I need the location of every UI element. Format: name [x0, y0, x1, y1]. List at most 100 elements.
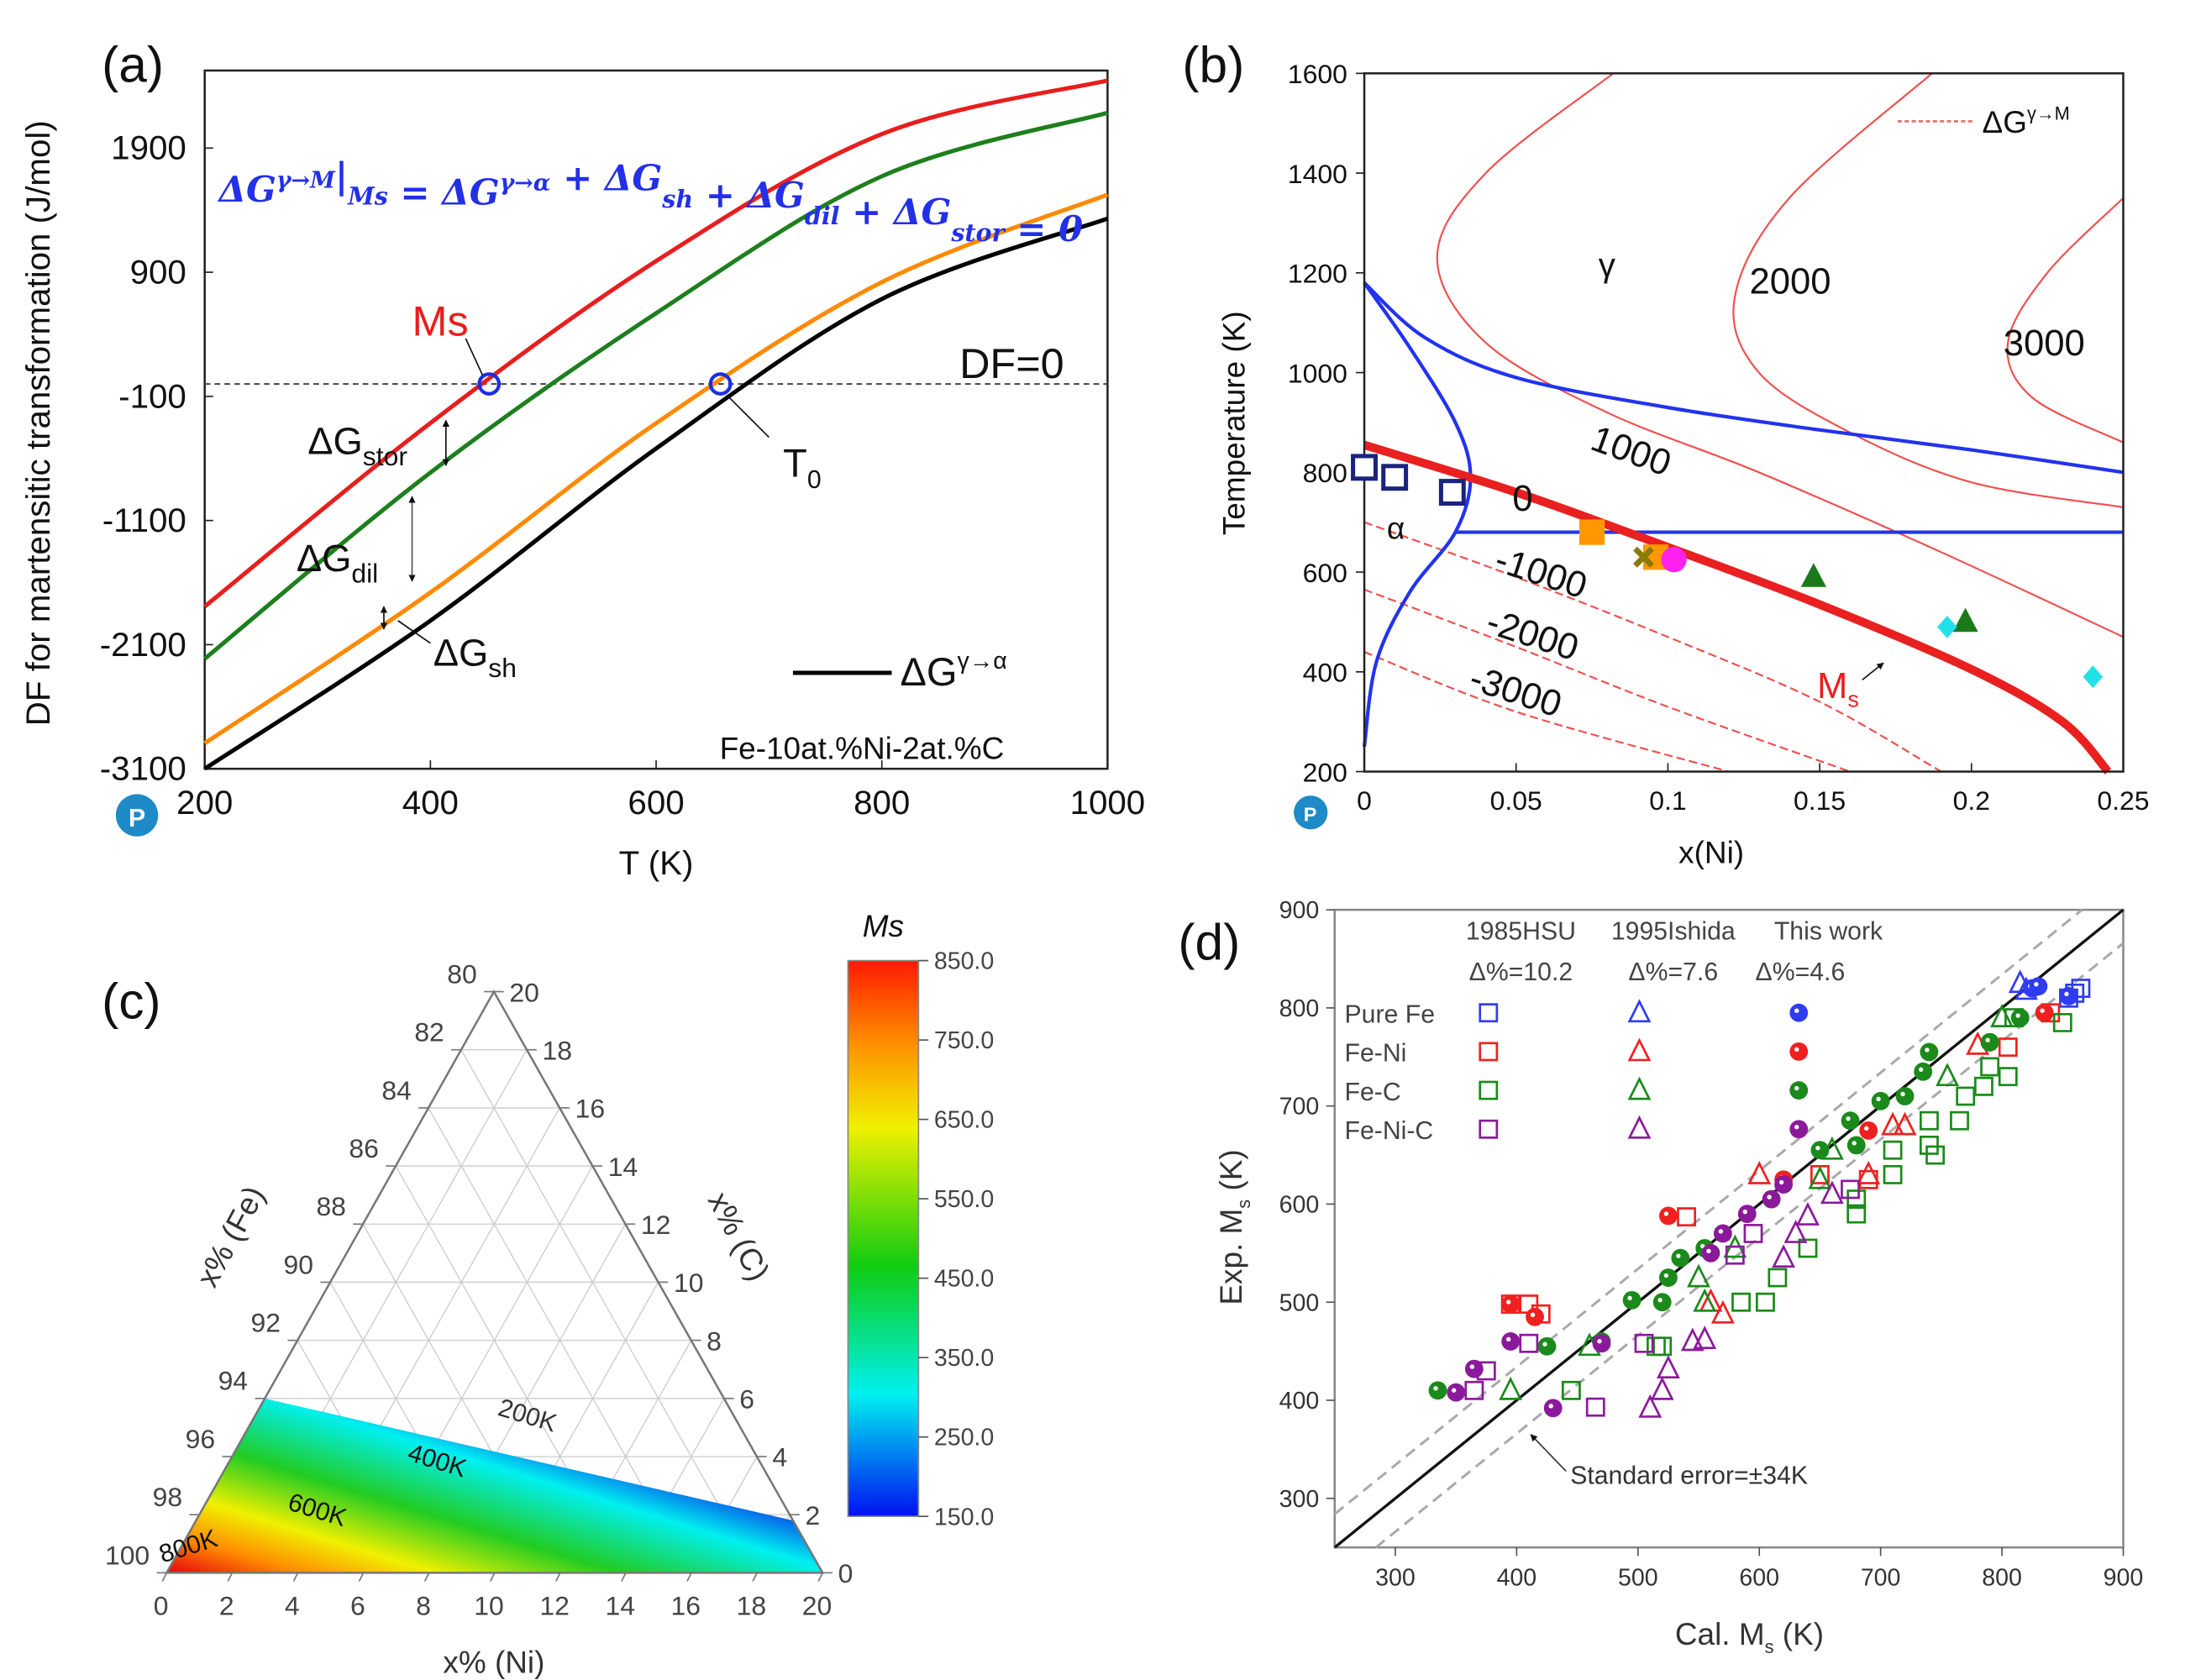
- y-tick-label: 500: [1279, 1289, 1320, 1316]
- legend-marker: [1479, 1003, 1499, 1023]
- point-fe-ni-c: [1464, 1380, 1484, 1400]
- point-fe-c-highlight: [2015, 1013, 2020, 1018]
- point-pure-fe: [2029, 977, 2048, 996]
- point-fe-ni-c-highlight: [1597, 1339, 1602, 1344]
- legend-marker: [1627, 1076, 1652, 1100]
- point-fe-c: [1808, 1165, 1832, 1189]
- point-fe-c: [1956, 1086, 1976, 1106]
- contour-label-1000: 1000: [1586, 417, 1677, 484]
- y-title-unit: (K): [1214, 1149, 1248, 1200]
- colorbar-tick-label: 850.0: [934, 948, 994, 975]
- contour-line--3000: [1363, 651, 1729, 773]
- watermark-logo-icon: P: [115, 794, 159, 837]
- c-tick-label: 10: [674, 1268, 703, 1298]
- standard-error-label: Standard error=±34K: [1570, 1462, 1808, 1490]
- legend-marker-highlight: [1794, 1085, 1799, 1091]
- legend-marker: [1479, 1119, 1499, 1139]
- point-fe-c: [1798, 1238, 1818, 1258]
- ni-tick-label: 4: [285, 1591, 300, 1621]
- point-fe-ni-highlight: [1530, 1312, 1536, 1317]
- panel-label-d: (d): [1178, 913, 1240, 970]
- point-fe-ni: [1658, 1206, 1678, 1226]
- contour-label-2000: 2000: [1749, 260, 1831, 302]
- point-fe-c: [1768, 1268, 1788, 1288]
- point-diamond: [1937, 615, 1957, 638]
- equation-part: γ→M: [276, 167, 336, 193]
- ni-tick-mark: [292, 1572, 299, 1582]
- fe-tick-label: 100: [105, 1540, 150, 1570]
- fe-tick-label: 82: [414, 1017, 444, 1047]
- fe-tick-label: 92: [251, 1308, 281, 1338]
- ni-tick-mark: [227, 1572, 234, 1582]
- point-fe-c-highlight: [1542, 1341, 1547, 1347]
- point-fe-c-highlight: [1876, 1096, 1881, 1101]
- x-tick-label: 600: [1739, 1564, 1779, 1591]
- ni-tick-label: 2: [219, 1591, 234, 1621]
- y-tick-label: 600: [1303, 558, 1347, 588]
- colorbar-tick-label: 250.0: [934, 1425, 994, 1452]
- point-fe-c: [1895, 1087, 1915, 1105]
- phase-boundary-0: [1363, 281, 2124, 475]
- svg-text:P: P: [129, 805, 145, 832]
- c-tick-label: 18: [543, 1035, 572, 1065]
- equation-annotation: ΔGγ→M|Ms = ΔGγ→α + ΔGsh + ΔGdil + ΔGstor…: [217, 155, 1083, 249]
- phase-boundary-1: [1362, 281, 1473, 748]
- point-fe-ni-c: [1841, 1179, 1860, 1200]
- phase-boundaries-b: [1362, 281, 2124, 774]
- legend-marker-highlight: [1794, 1008, 1799, 1013]
- contour-label-200k: 200K: [495, 1394, 559, 1437]
- legend-column-title: 1995Ishida: [1611, 917, 1736, 945]
- point-fe-ni: [1501, 1294, 1521, 1314]
- point-fe-c: [2010, 1008, 2030, 1027]
- point-fe-c: [1652, 1336, 1673, 1357]
- point-fe-ni-c: [1783, 1220, 1808, 1243]
- point-fe-c: [1810, 1141, 1830, 1160]
- y-tick-label: 1000: [1288, 358, 1347, 388]
- equation-part: |: [335, 155, 348, 196]
- legend-marker-highlight: [1794, 1125, 1799, 1130]
- point-fe-c: [1687, 1263, 1710, 1288]
- ms-line: [1363, 440, 2112, 774]
- ni-tick-mark: [489, 1572, 496, 1582]
- y-axis-title-a: DF for martensitic transformation (J/mol…: [19, 120, 57, 726]
- point-fe-c: [1883, 1140, 1903, 1160]
- point-fe-c-highlight: [1627, 1295, 1632, 1301]
- y-tick-label: 400: [1303, 658, 1347, 688]
- point-fe-ni-c: [1796, 1202, 1820, 1226]
- legend-label-dg-gamma-alpha: ΔGγ→α: [901, 648, 1007, 694]
- legend-marker: [1789, 1003, 1809, 1022]
- ms-label: Ms: [412, 297, 469, 345]
- point-fe-ni-c-highlight: [1548, 1404, 1553, 1409]
- point-fe-c-highlight: [1985, 1037, 1990, 1042]
- x-tick-label: 0.15: [1794, 785, 1846, 816]
- c-tick-label: 12: [641, 1210, 670, 1240]
- contour-label-0: 0: [1512, 478, 1532, 519]
- grid-line: [460, 1049, 758, 1573]
- legend-column-delta: Δ%=10.2: [1469, 958, 1573, 986]
- ni-tick-mark: [686, 1572, 692, 1582]
- x-tick-label: 0.05: [1490, 785, 1542, 816]
- point-fe-ni-c-highlight: [1767, 1194, 1772, 1200]
- plot-frame-b: [1363, 72, 2125, 773]
- y-axis-title-d: Exp. Ms (K): [1214, 1149, 1254, 1305]
- legend-main: ΔG: [901, 649, 958, 694]
- t0-leader-line: [726, 394, 770, 438]
- colorbar-tick-label: 350.0: [934, 1345, 994, 1372]
- point-fe-c: [1980, 1032, 1999, 1052]
- point-fe-c-highlight: [1657, 1298, 1663, 1303]
- data-points-b: [1351, 454, 2104, 689]
- data-points-d: [1428, 969, 2091, 1418]
- point-fe-ni: [1526, 1307, 1544, 1326]
- x-axis-title-d: Cal. Ms (K): [1675, 1617, 1824, 1657]
- point-fe-c: [1998, 1067, 2018, 1087]
- y-axis-title-b: Temperature (K): [1216, 311, 1251, 535]
- dg-dil-label: ΔGdil: [297, 537, 378, 588]
- fe-tick-label: 96: [186, 1424, 215, 1454]
- point-fe-c-highlight: [1846, 1116, 1851, 1121]
- ni-tick-label: 12: [539, 1591, 569, 1621]
- point-fe-c: [1883, 1164, 1903, 1184]
- point-fe-ni-c-highlight: [1706, 1248, 1711, 1253]
- point-fe-ni-c: [1820, 1180, 1844, 1205]
- panel-a: (a) 200 400 600 800 1000 -3100 -2100 -1100 -100 9…: [19, 35, 1145, 882]
- legend-marker: [1479, 1080, 1499, 1100]
